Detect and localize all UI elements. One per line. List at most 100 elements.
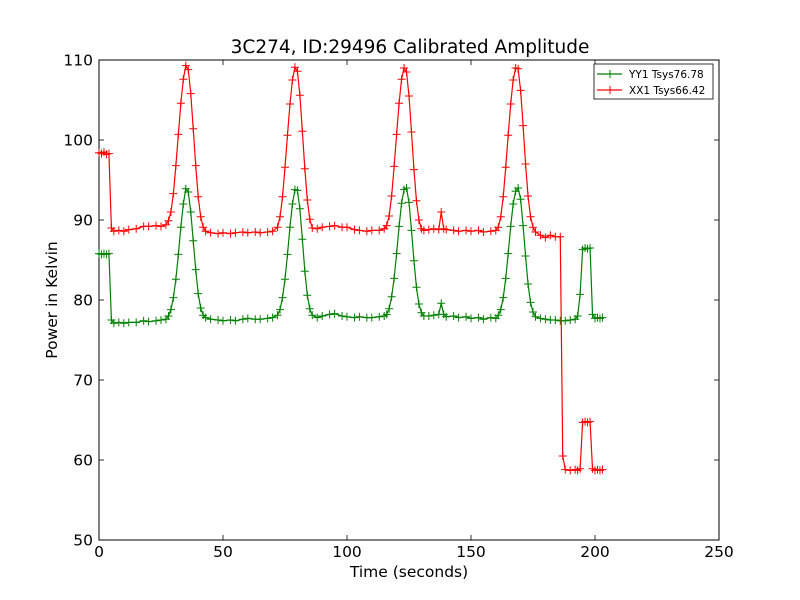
data-point-marker — [256, 315, 265, 324]
x-tick-label: 250 — [704, 543, 734, 561]
data-point-marker — [263, 228, 272, 236]
data-point-marker — [176, 223, 185, 232]
data-point-marker — [186, 208, 195, 216]
data-point-marker — [144, 317, 153, 326]
data-point-marker — [407, 226, 416, 235]
data-point-marker — [529, 223, 537, 232]
data-point-marker — [509, 200, 518, 208]
data-point-marker — [486, 227, 495, 236]
data-point-marker — [387, 292, 396, 301]
data-point-marker — [541, 233, 550, 242]
data-point-marker — [308, 311, 317, 320]
data-point-marker — [598, 313, 607, 322]
data-point-marker — [293, 186, 302, 195]
data-point-marker — [338, 312, 347, 320]
data-point-marker — [536, 231, 545, 240]
data-point-marker — [531, 228, 540, 236]
data-point-marker — [576, 464, 585, 473]
data-point-marker — [424, 225, 433, 234]
data-point-marker — [558, 452, 567, 460]
x-tick-label: 0 — [94, 543, 104, 561]
data-point-marker — [104, 149, 113, 158]
x-tick-label: 200 — [580, 543, 610, 561]
data-point-marker — [397, 199, 406, 208]
data-point-marker — [516, 86, 525, 95]
y-tick-label: 50 — [73, 532, 93, 550]
data-point-marker — [214, 229, 223, 238]
x-tick-label: 100 — [332, 543, 362, 561]
data-point-marker — [231, 316, 240, 325]
data-point-marker — [124, 225, 133, 234]
data-point-marker — [390, 162, 399, 171]
data-point-marker — [201, 313, 210, 322]
series-layer — [95, 61, 607, 475]
data-point-marker — [189, 236, 198, 245]
data-point-marker — [397, 75, 406, 84]
data-point-marker — [164, 216, 173, 225]
chart-title: 3C274, ID:29496 Calibrated Amplitude — [231, 37, 590, 58]
data-point-marker — [437, 208, 446, 216]
data-point-marker — [467, 314, 475, 323]
data-point-marker — [586, 244, 595, 252]
data-point-marker — [561, 465, 570, 474]
data-point-marker — [541, 315, 550, 324]
data-point-marker — [169, 293, 178, 302]
data-point-marker — [474, 226, 483, 235]
data-point-marker — [330, 221, 339, 230]
x-axis-label: Time (seconds) — [349, 563, 468, 581]
legend-box — [593, 63, 714, 100]
data-point-marker — [526, 298, 535, 307]
data-point-marker — [412, 196, 421, 205]
data-point-marker — [171, 161, 180, 170]
data-point-marker — [454, 227, 463, 236]
data-point-marker — [191, 161, 200, 170]
data-point-marker — [191, 265, 200, 274]
data-point-marker — [318, 223, 327, 232]
data-point-marker — [276, 305, 285, 314]
data-point-marker — [343, 312, 351, 321]
data-point-marker — [295, 204, 304, 213]
data-point-marker — [166, 305, 175, 314]
data-point-marker — [219, 316, 227, 325]
data-point-marker — [124, 318, 133, 327]
data-point-marker — [462, 312, 471, 321]
data-point-marker — [263, 314, 272, 323]
y-tick-label: 90 — [73, 212, 93, 230]
data-point-marker — [201, 227, 210, 236]
legend: YY1 Tsys76.78 XX1 Tsys66.42 — [593, 63, 714, 100]
data-point-marker — [499, 192, 508, 201]
x-tick-label: 50 — [213, 543, 233, 561]
data-point-marker — [132, 224, 141, 233]
data-point-marker — [414, 216, 423, 224]
data-point-marker — [506, 100, 515, 108]
data-point-marker — [238, 228, 247, 236]
data-point-marker — [382, 310, 391, 319]
data-point-marker — [496, 212, 505, 221]
data-point-marker — [184, 65, 193, 74]
data-point-marker — [536, 314, 545, 323]
data-point-marker — [226, 229, 235, 238]
data-point-marker — [231, 228, 240, 237]
data-point-marker — [281, 275, 289, 284]
data-point-marker — [402, 184, 411, 192]
data-point-marker — [409, 256, 418, 265]
data-point-marker — [256, 228, 265, 237]
data-point-marker — [355, 226, 364, 235]
data-point-marker — [449, 226, 458, 235]
series-0 — [95, 184, 607, 328]
data-point-marker — [276, 212, 285, 221]
data-point-marker — [109, 227, 118, 236]
data-point-marker — [288, 200, 297, 208]
data-point-marker — [407, 128, 416, 136]
data-point-marker — [174, 130, 183, 139]
data-point-marker — [479, 228, 488, 236]
data-point-marker — [298, 127, 307, 136]
data-point-marker — [206, 228, 215, 237]
plot-area — [98, 59, 720, 541]
data-point-marker — [226, 316, 235, 324]
data-point-marker — [330, 309, 339, 318]
data-point-marker — [429, 311, 438, 320]
data-point-marker — [395, 222, 404, 231]
data-point-marker — [449, 312, 458, 320]
data-point-marker — [529, 308, 537, 316]
